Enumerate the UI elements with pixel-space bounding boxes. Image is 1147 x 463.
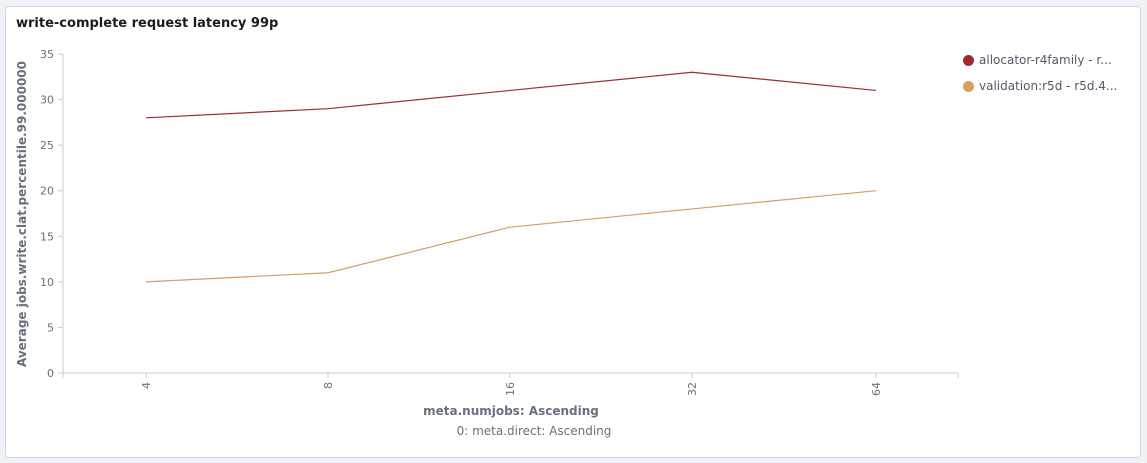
y-tick-label: 20 bbox=[40, 185, 54, 198]
x-tick-label: 8 bbox=[322, 382, 335, 389]
chart-panel: write-complete request latency 99p 0 5 10 1… bbox=[5, 6, 1141, 458]
legend-label: validation:r5d - r5d.4... bbox=[979, 79, 1118, 93]
y-axis-title: Average jobs.write.clat.percentile.99.00… bbox=[15, 61, 29, 367]
series-group bbox=[143, 69, 879, 285]
y-axis: 0 5 10 15 20 25 30 35 bbox=[40, 48, 64, 380]
data-point[interactable] bbox=[507, 87, 513, 93]
x-tick-label: 32 bbox=[686, 382, 699, 396]
chart-title: write-complete request latency 99p bbox=[16, 16, 279, 31]
series-color-dot-icon bbox=[963, 80, 974, 92]
x-tick-label: 16 bbox=[504, 382, 517, 396]
series-line-0[interactable] bbox=[145, 71, 877, 119]
legend: allocator-r4family - r... validation:r5d… bbox=[963, 47, 1138, 99]
data-point[interactable] bbox=[689, 206, 695, 212]
legend-label: allocator-r4family - r... bbox=[979, 53, 1112, 67]
y-tick-label: 30 bbox=[40, 94, 54, 107]
data-point[interactable] bbox=[873, 87, 879, 93]
data-point[interactable] bbox=[873, 188, 879, 194]
data-point[interactable] bbox=[325, 106, 331, 112]
y-tick-label: 35 bbox=[40, 48, 54, 61]
x-tick-label: 4 bbox=[140, 382, 153, 389]
data-point[interactable] bbox=[689, 69, 695, 75]
series-color-dot-icon bbox=[963, 54, 974, 66]
data-point[interactable] bbox=[325, 270, 331, 276]
x-axis-subtitle: 0: meta.direct: Ascending bbox=[457, 424, 612, 438]
y-tick-label: 25 bbox=[40, 139, 54, 152]
x-axis: 4 8 16 32 64 bbox=[62, 372, 959, 396]
x-axis-title: meta.numjobs: Ascending bbox=[423, 404, 599, 418]
data-point[interactable] bbox=[507, 224, 513, 230]
series-line-1[interactable] bbox=[145, 190, 877, 283]
data-point[interactable] bbox=[143, 115, 149, 121]
y-tick-label: 15 bbox=[40, 230, 54, 243]
y-tick-label: 5 bbox=[47, 321, 54, 334]
x-tick-label: 64 bbox=[870, 382, 883, 396]
legend-item-allocator[interactable]: allocator-r4family - r... bbox=[963, 47, 1138, 73]
y-tick-label: 10 bbox=[40, 276, 54, 289]
y-tick-label: 0 bbox=[47, 367, 54, 380]
data-point[interactable] bbox=[143, 279, 149, 285]
legend-item-validation[interactable]: validation:r5d - r5d.4... bbox=[963, 73, 1138, 99]
line-chart: 0 5 10 15 20 25 30 35 4 8 16 32 64 Average jobs.wri… bbox=[15, 48, 959, 438]
